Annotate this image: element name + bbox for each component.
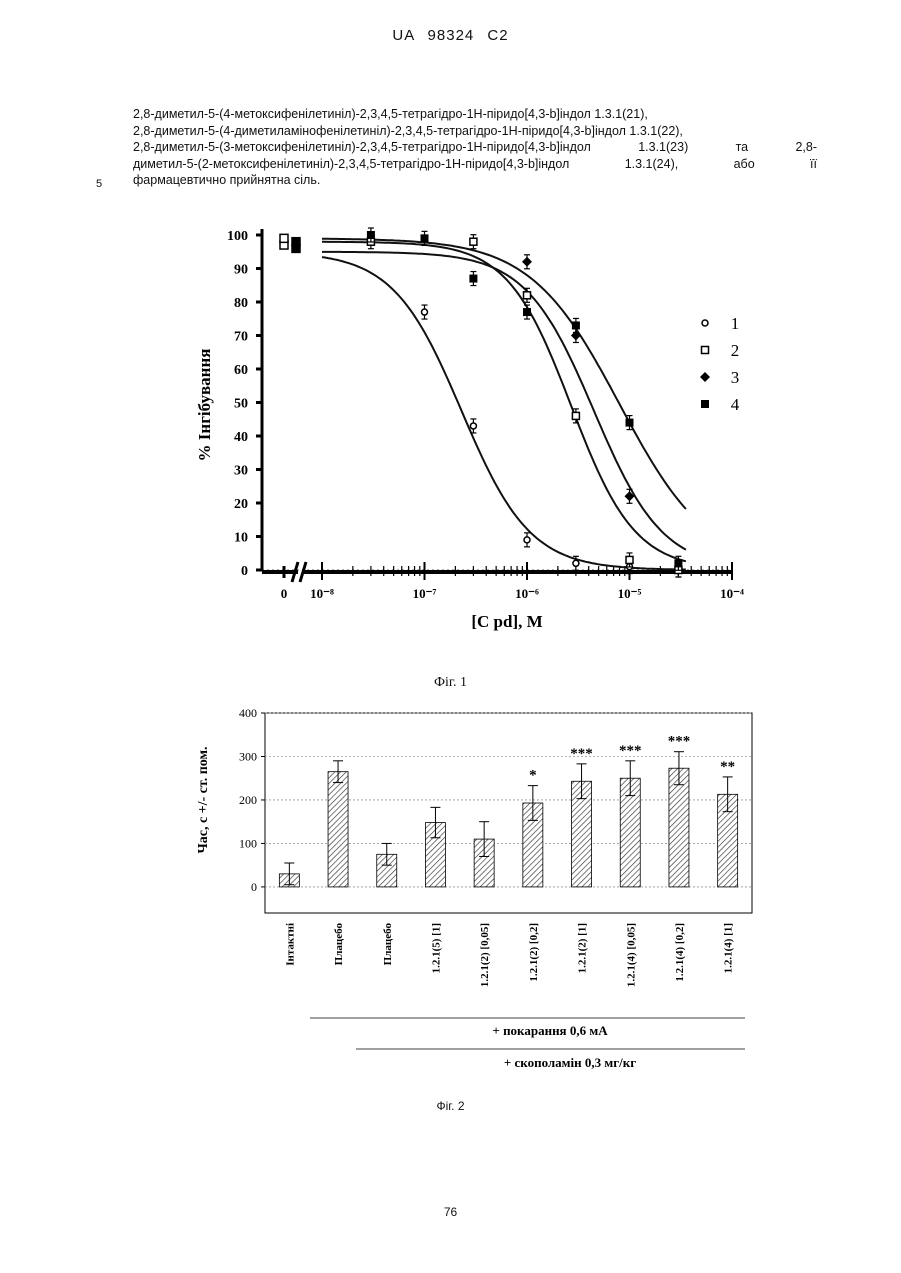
fig1-curve-series-2 [322, 242, 686, 562]
fig1-point-square-filled [469, 275, 477, 283]
fig1-tick-labels: 1009080706050403020100010⁻⁸10⁻⁷10⁻⁶10⁻⁵1… [227, 229, 744, 601]
fig1-point-circle-open [422, 309, 428, 315]
fig1-point-square-filled [572, 321, 580, 329]
fig1-point-circle-open [702, 320, 708, 326]
fig1-curve-series-3 [322, 252, 686, 550]
fig1-point-square-open [524, 292, 531, 299]
fig1-point-circle-open [524, 537, 530, 543]
fig1-legend-label: 2 [731, 341, 740, 360]
fig1-legend-label: 1 [731, 314, 740, 333]
claim-line: диметил-5-(2-метоксифенілетиніл)-2,3,4,5… [133, 156, 817, 173]
fig1-x-tick-label: 0 [281, 586, 288, 601]
fig2-category-label: 1.2.1(4) [0,2] [674, 923, 686, 982]
fig1-point-diamond-filled [522, 257, 532, 267]
fig1-point-diamond-filled [700, 372, 710, 382]
figure-1-dose-response-chart: 1009080706050403020100010⁻⁸10⁻⁷10⁻⁶10⁻⁵1… [180, 215, 750, 645]
fig1-point-square-filled [421, 234, 429, 242]
fig1-point-square-open [702, 347, 709, 354]
fig1-legend: 1 2 3 4 [700, 314, 740, 414]
fig1-point-circle-open [573, 560, 579, 566]
fig1-point-square-filled [701, 400, 709, 408]
page-number: 76 [0, 1205, 901, 1219]
fig1-x-tick-label: 10⁻⁵ [618, 586, 642, 601]
fig1-x-axis-label: [C pd], M [471, 612, 542, 631]
fig2-category-label: 1.2.1(2) [0,2] [528, 923, 540, 982]
fig2-category-label: Інтактні [284, 923, 296, 966]
fig2-y-tick-label: 100 [239, 836, 257, 850]
fig2-group-label-shock: + покарання 0,6 мА [492, 1023, 608, 1038]
fig1-y-tick-label: 60 [234, 363, 248, 378]
fig2-bar [669, 768, 689, 887]
figure-2-caption: Фіг. 2 [0, 1099, 901, 1113]
fig1-y-tick-label: 80 [234, 296, 248, 311]
fig1-curve-series-4 [322, 239, 686, 509]
figure-2-bar-chart: ************ 0100200300400 ІнтактніПлаце… [180, 700, 780, 1080]
claim-line: фармацевтично прийнятна сіль. [133, 172, 817, 189]
fig2-y-axis-label: Час, с +/- ст. пом. [196, 746, 211, 853]
fig1-y-tick-label: 50 [234, 397, 248, 412]
fig2-category-label: 1.2.1(2) [0,05] [479, 923, 491, 987]
fig2-category-label: 1.2.1(4) [0,05] [625, 923, 637, 987]
fig1-point-square-open [572, 412, 579, 419]
fig1-point-square-open [626, 556, 633, 563]
patent-header: UA 98324 C2 [0, 27, 901, 44]
fig1-y-tick-label: 70 [234, 330, 248, 345]
fig1-curve-series-1 [322, 257, 686, 569]
fig2-y-tick-label: 0 [251, 880, 257, 894]
fig1-point-circle-open [470, 423, 476, 429]
fig1-x-tick-label: 10⁻⁶ [515, 586, 539, 601]
fig1-curves [322, 239, 686, 570]
fig1-zero-point [280, 234, 288, 242]
fig2-y-tick-labels: 0 100 200 300 400 [239, 706, 257, 894]
line-number: 5 [96, 178, 102, 190]
fig2-category-labels: Інтактні Плацебо Плацебо 1.2.1(5) [1] 1.2.1(… [284, 923, 734, 988]
fig2-category-label: 1.2.1(4) [1] [723, 923, 735, 973]
figure-1-caption: Фіг. 1 [0, 675, 901, 691]
claim-line: 2,8-диметил-5-(3-метоксифенілетиніл)-2,3… [133, 139, 817, 156]
claims-text: 2,8-диметил-5-(4-метоксифенілетиніл)-2,3… [133, 106, 817, 189]
fig1-y-tick-label: 10 [234, 531, 248, 546]
fig2-y-tick-label: 400 [239, 706, 257, 720]
fig1-y-tick-label: 0 [241, 564, 248, 579]
fig1-legend-label: 3 [731, 368, 740, 387]
fig1-x-tick-label: 10⁻⁴ [720, 586, 744, 601]
fig1-y-axis-label: % Інгібування [195, 349, 214, 462]
fig2-category-label: Плацебо [333, 923, 345, 966]
fig2-y-tick-label: 200 [239, 793, 257, 807]
fig1-point-square-filled [367, 231, 375, 239]
fig2-significance-marker: * [529, 768, 537, 784]
fig1-points [280, 228, 682, 577]
fig1-y-tick-label: 40 [234, 430, 248, 445]
fig1-legend-label: 4 [731, 395, 740, 414]
fig1-zero-point [292, 244, 300, 252]
fig1-point-square-filled [523, 308, 531, 316]
fig2-significance-marker: *** [619, 743, 642, 759]
fig1-x-tick-label: 10⁻⁷ [413, 586, 437, 601]
fig1-y-tick-label: 100 [227, 229, 248, 244]
fig2-significance-marker: ** [720, 759, 735, 775]
fig2-bar [328, 772, 348, 887]
claim-line: 2,8-диметил-5-(4-метоксифенілетиніл)-2,3… [133, 106, 817, 123]
claim-line: 2,8-диметил-5-(4-диметиламінофенілетиніл… [133, 123, 817, 140]
fig1-y-tick-label: 20 [234, 497, 248, 512]
fig2-significance-marker: *** [668, 734, 691, 750]
fig2-group-label-scopolamine: + скополамін 0,3 мг/кг [504, 1055, 636, 1070]
fig2-category-label: Плацебо [382, 923, 394, 966]
fig1-y-tick-label: 30 [234, 464, 248, 479]
fig1-y-tick-label: 90 [234, 263, 248, 278]
fig2-category-label: 1.2.1(5) [1] [430, 923, 442, 973]
fig2-y-tick-label: 300 [239, 749, 257, 763]
fig2-category-label: 1.2.1(2) [1] [577, 923, 589, 973]
fig1-point-square-filled [626, 419, 634, 427]
fig1-x-tick-label: 10⁻⁸ [310, 586, 334, 601]
fig1-point-square-filled [674, 559, 682, 567]
fig2-significance-marker: *** [570, 746, 593, 762]
fig1-point-square-open [470, 238, 477, 245]
